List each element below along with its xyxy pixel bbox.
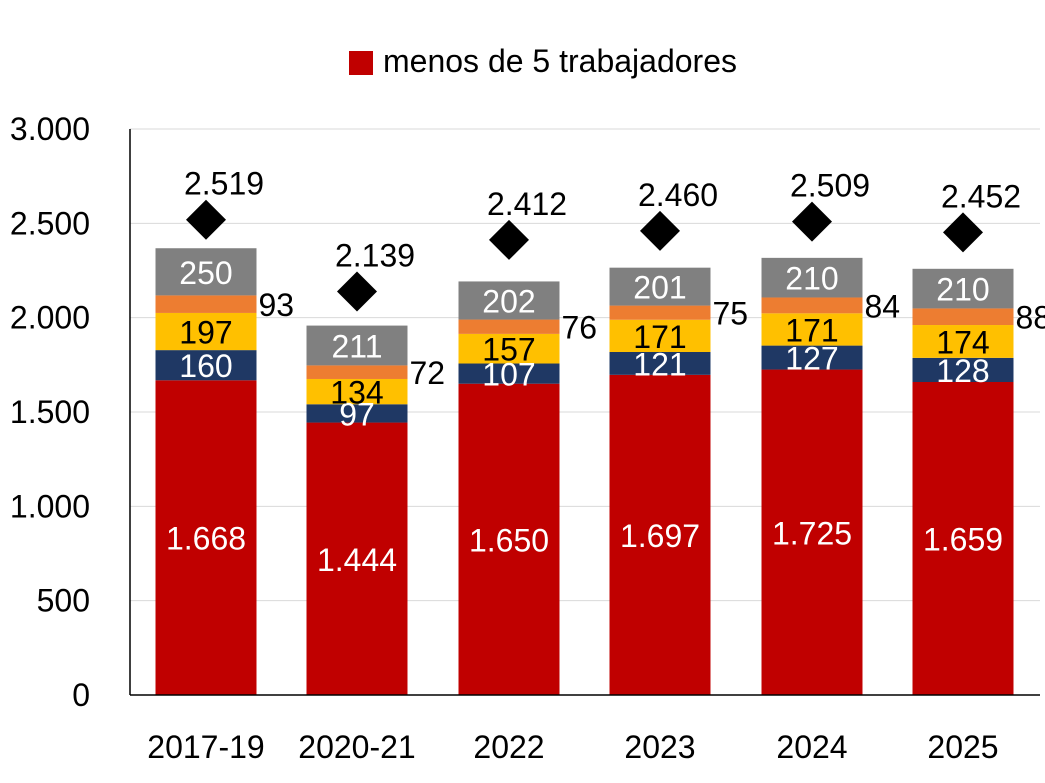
data-label: 201: [633, 270, 686, 306]
data-label: 202: [482, 283, 535, 319]
total-label: 2.412: [487, 186, 567, 222]
x-tick-label: 2023: [624, 729, 695, 765]
bar-segment-2: [458, 333, 560, 364]
data-label: 88: [1016, 300, 1045, 336]
total-markers: 2.519 2.139 2.412 2.460 2.509 2.452: [184, 166, 1021, 312]
bar-segment-1: [609, 352, 711, 375]
total-marker: [337, 271, 377, 312]
bar-segment-2: [609, 319, 711, 353]
bar-segment-4: [609, 267, 711, 306]
data-label: 210: [785, 261, 838, 297]
y-tick-label: 0: [72, 677, 90, 713]
bar-segment-4: [155, 248, 257, 296]
data-label: 197: [179, 315, 232, 351]
x-tick-label: 2025: [927, 729, 998, 765]
bar-segment-3: [155, 295, 257, 313]
data-label: 121: [633, 346, 686, 382]
segment-labels: 1.668160197932501.44497134722111.6501071…: [166, 255, 1045, 578]
x-tick-label: 2020-21: [298, 729, 415, 765]
x-tick-label: 2022: [473, 729, 544, 765]
bar-segment-0: [155, 380, 257, 695]
total-label: 2.460: [638, 177, 718, 213]
legend-swatch-menos-de-5: [349, 51, 373, 75]
y-tick-label: 2.000: [10, 300, 90, 336]
total-marker: [489, 219, 529, 260]
bar-segment-2: [306, 378, 408, 405]
data-label: 160: [179, 348, 232, 384]
legend-label-menos-de-5: menos de 5 trabajadores: [383, 43, 737, 79]
y-tick-label: 3.000: [10, 111, 90, 147]
bar-segment-0: [458, 383, 560, 695]
data-label: 128: [936, 353, 989, 389]
bar-segment-3: [458, 319, 560, 334]
x-tick-label: 2017-19: [147, 729, 264, 765]
total-marker: [186, 199, 226, 240]
data-label: 250: [179, 255, 232, 291]
total-label: 2.509: [790, 168, 870, 204]
y-tick-label: 1.000: [10, 488, 90, 524]
total-label: 2.519: [184, 166, 264, 202]
data-label: 1.650: [469, 522, 549, 558]
data-label: 210: [936, 272, 989, 308]
bar-segment-2: [912, 325, 1014, 358]
legend: menos de 5 trabajadores: [349, 43, 737, 79]
data-label: 1.659: [923, 522, 1003, 558]
total-label: 2.139: [335, 237, 415, 273]
bar-segment-0: [761, 369, 863, 695]
data-label: 127: [785, 341, 838, 377]
bar-segment-1: [761, 345, 863, 370]
data-label: 1.444: [317, 542, 397, 578]
bar-segment-4: [458, 281, 560, 320]
bar-segment-4: [912, 268, 1014, 309]
bar-segment-0: [912, 382, 1014, 695]
bar-segment-1: [155, 350, 257, 381]
bar-segment-4: [306, 325, 408, 366]
y-tick-label: 1.500: [10, 394, 90, 430]
x-tick-label: 2024: [776, 729, 847, 765]
data-label: 211: [331, 328, 382, 364]
data-label: 84: [865, 288, 901, 324]
bar-segment-1: [458, 363, 560, 384]
data-label: 76: [562, 310, 598, 346]
bars: [155, 248, 1014, 695]
y-tick-label: 500: [37, 583, 90, 619]
bar-segment-2: [761, 313, 863, 346]
bar-segment-0: [306, 422, 408, 695]
y-tick-label: 2.500: [10, 205, 90, 241]
total-marker: [792, 201, 832, 242]
data-label: 171: [785, 312, 838, 348]
data-label: 97: [339, 396, 375, 432]
data-label: 72: [410, 355, 446, 391]
data-label: 75: [713, 296, 749, 332]
total-marker: [943, 212, 983, 253]
bar-segment-3: [306, 365, 408, 379]
data-label: 174: [936, 324, 989, 360]
x-axis: 2017-19 2020-21 2022 2023 2024 2025: [130, 694, 1040, 765]
y-axis: 0 500 1.000 1.500 2.000 2.500 3.000: [10, 111, 131, 713]
bar-segment-4: [761, 257, 863, 298]
data-label: 93: [259, 287, 295, 323]
data-label: 157: [482, 332, 535, 368]
total-marker: [640, 210, 680, 251]
bar-segment-3: [609, 305, 711, 320]
bar-segment-3: [761, 297, 863, 314]
data-label: 134: [330, 375, 383, 411]
bar-segment-1: [306, 404, 408, 423]
data-label: 1.668: [166, 521, 246, 557]
data-label: 107: [482, 357, 535, 393]
bar-segment-1: [912, 357, 1014, 383]
data-label: 171: [633, 319, 686, 355]
total-label: 2.452: [941, 178, 1021, 214]
data-label: 1.697: [620, 518, 700, 554]
gridlines: [130, 128, 1040, 602]
data-label: 1.725: [772, 515, 852, 551]
bar-segment-2: [155, 312, 257, 351]
bar-segment-3: [912, 308, 1014, 326]
bar-segment-0: [609, 374, 711, 695]
